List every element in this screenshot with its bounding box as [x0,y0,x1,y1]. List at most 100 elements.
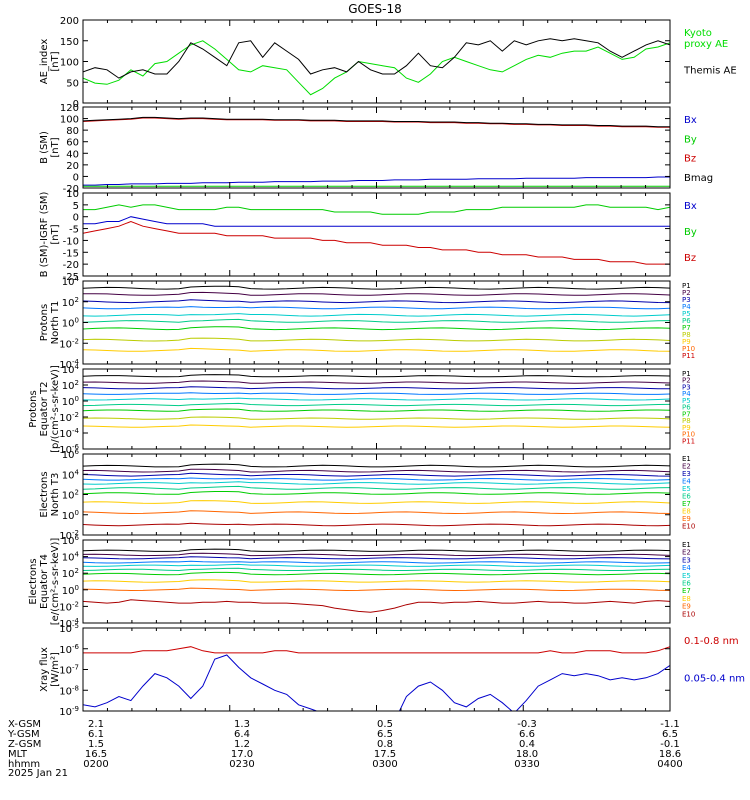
series-line-p4 [83,306,670,310]
legend-entry: P1 [682,282,691,290]
y-axis-title: [p/(cm²-s-sr-keV)] [50,365,61,453]
series-line-bx [83,216,670,227]
y-tick-label: -10 [63,236,79,247]
y-axis-title: [nT] [50,51,61,71]
ephemeris-value: 0.4 [519,739,535,750]
series-group [83,38,670,96]
y-axis-title: AE_index [39,39,50,85]
series-line-e10 [83,522,670,527]
series-line-p11 [83,464,670,466]
ephemeris-value: 17.5 [374,749,396,760]
series-line-e8 [83,579,670,583]
panel-frame [82,368,671,450]
y-tick-label: 104 [62,275,80,288]
ephemeris-value: 1.2 [234,739,250,750]
ephemeris-row-label: hhmm [8,759,40,770]
y-tick-label: 50 [66,78,79,89]
panel-pe: 10-6 10-4 10-2 100 102 104 Protons Equator T2 [p… [28,363,695,466]
legend-entry: Bmag [684,173,713,184]
y-tick-label: 100 [60,115,79,126]
legend-entry: E1 [682,455,691,463]
legend-entry: P8 [682,331,691,339]
series-line-bz [83,117,670,128]
legend-entry: E9 [682,603,691,611]
y-tick-label: 10-6 [59,643,79,656]
y-tick-label: 100 [62,584,79,597]
ephemeris-value: 6.5 [662,729,678,740]
series-line-bx [83,176,670,186]
legend-entry: E9 [682,515,691,523]
y-tick-label: 102 [62,379,79,392]
y-tick-label: 102 [62,567,79,580]
legend-entry: P4 [682,390,691,398]
legend-entry: P3 [682,296,691,304]
ephemeris-value: 0.5 [377,719,393,730]
y-tick-label: 10-2 [59,337,79,350]
legend-entry: E7 [682,587,691,595]
ephemeris-value: 0300 [372,759,397,770]
panel-frame [82,627,671,712]
series-line-p2 [83,291,670,296]
series-line-p7 [83,326,670,331]
ephemeris-row-label: X-GSM [8,719,41,730]
legend-entry: P9 [682,424,691,432]
y-tick-label: 0 [73,99,79,110]
ephemeris-value: 6.5 [377,729,393,740]
ephemeris-value: 16.5 [85,749,107,760]
legend-entry: E10 [682,523,695,531]
y-tick-label: 102 [62,296,79,309]
y-tick-label: 10-4 [59,427,79,440]
series-line-p5 [83,313,670,317]
series-group [83,463,670,527]
series-line-0-1-0-8-nm [83,646,670,654]
y-tick-label: 10-4 [59,617,79,630]
y-tick-label: 100 [62,395,79,408]
legend-entry: Themis AE [683,66,737,77]
legend-entry: P4 [682,303,691,311]
y-tick-label: -5 [69,225,79,236]
y-tick-label: -20 [63,260,79,271]
y-tick-label: 106 [62,448,80,461]
ephemeris-table: X-GSM 2.1 1.3 0.5 -0.3 -1.1 Y-GSM 6.1 6.4 6.5 6.6 6… [7,719,683,770]
series-line-bmag [83,116,670,128]
legend-entry: E8 [682,595,691,603]
series-line-e7 [83,571,670,576]
legend-entry: P6 [682,317,691,325]
ephemeris-value: -0.3 [517,719,537,730]
y-tick-label: 40 [66,149,79,160]
legend-entry: E2 [682,549,691,557]
legend-entry: P3 [682,383,691,391]
series-line-p4 [83,392,670,395]
series-line-e9 [83,510,670,515]
legend-entry: P7 [682,410,691,418]
legend-entry: P8 [682,417,691,425]
y-axis-title: North T1 [50,301,61,345]
series-group [83,285,670,352]
legend-entry: P5 [682,397,691,405]
legend-entry: P11 [682,437,695,445]
ephemeris-value: 6.1 [88,729,104,740]
legend: Bx By Bz [684,201,697,264]
legend-entry: P11 [682,352,695,360]
ephemeris-value: 0330 [514,759,539,770]
series-line-e9 [83,587,670,592]
y-axis-title: Electrons [39,471,50,517]
y-tick-label: 10-2 [59,600,79,613]
y-tick-label: 10-6 [59,443,79,456]
series-line-e2 [83,468,670,473]
y-axis-title: B (SM)-IGRF (SM) [39,192,50,278]
series-line-kyoto-proxy-ae [83,40,670,96]
y-tick-label: 100 [62,317,79,330]
ephemeris-value: 6.4 [234,729,250,740]
y-tick-label: 200 [60,16,79,27]
legend-entry: P1 [682,370,691,378]
legend-entry: Bx [684,115,697,126]
legend-entry: E4 [682,564,691,572]
